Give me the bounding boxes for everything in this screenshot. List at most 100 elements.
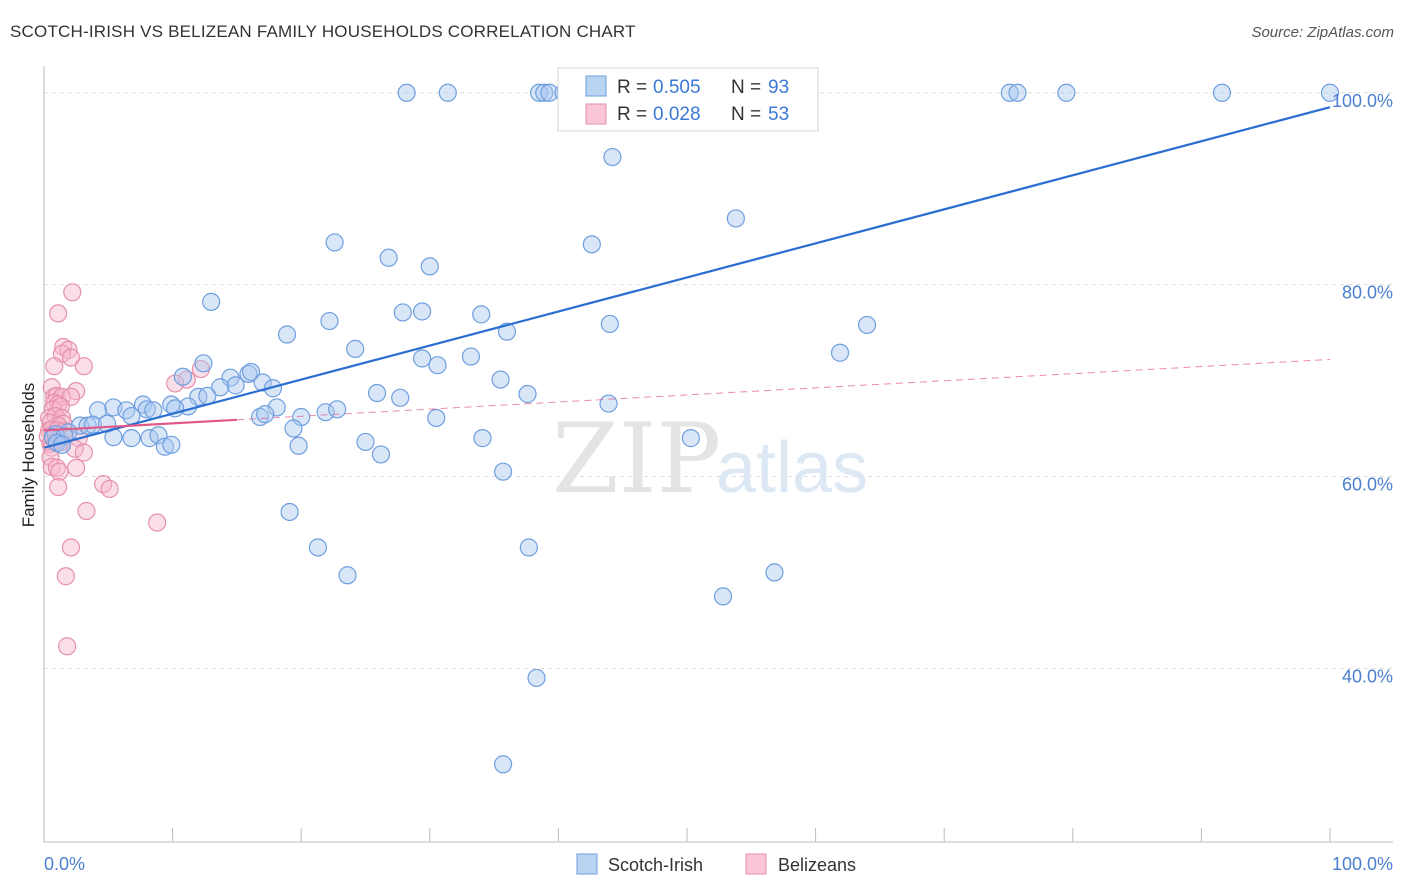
scotch-irish-point xyxy=(530,83,549,102)
scotch-irish-point xyxy=(857,315,877,335)
source-label: Source: ZipAtlas.com xyxy=(1251,24,1394,41)
y-tick-label-40: 40.0% xyxy=(1342,666,1393,686)
scotch-irish-point xyxy=(173,367,192,386)
scotch-irish-point xyxy=(412,302,432,321)
belizeans-trend-line xyxy=(43,418,237,432)
scotch-irish-point xyxy=(494,462,513,481)
scotch-irish-point xyxy=(226,376,245,395)
scotch-irish-point xyxy=(256,405,275,424)
bottom-legend-label-scotch-irish: Scotch-Irish xyxy=(608,855,703,875)
x-tick-label-max: 100.0% xyxy=(1332,854,1393,874)
scotch-irish-point xyxy=(338,566,357,585)
scotch-irish-point xyxy=(600,314,619,334)
scotch-irish-point xyxy=(472,305,491,324)
watermark: ZIP atlas xyxy=(552,403,868,515)
scotch-irish-point xyxy=(379,248,398,267)
scotch-irish-point xyxy=(765,563,784,582)
scotch-irish-point xyxy=(137,400,156,419)
scotch-irish-point xyxy=(211,378,230,397)
belizeans-point xyxy=(74,357,93,376)
scotch-irish-point xyxy=(117,401,136,420)
scotch-irish-point xyxy=(393,303,412,322)
x-tick-label-min: 0.0% xyxy=(44,854,85,874)
scotch-irish-point xyxy=(603,147,622,167)
y-tick-label-100: 100.0% xyxy=(1332,91,1393,111)
scotch-irish-point xyxy=(328,400,347,419)
scotch-irish-point xyxy=(194,354,213,373)
scotch-irish-point xyxy=(535,83,554,102)
scotch-irish-point xyxy=(1212,83,1232,102)
scotch-irish-points xyxy=(43,83,1340,774)
legend-r-label-2: R = xyxy=(617,104,647,125)
scotch-irish-point xyxy=(267,398,286,417)
scotch-irish-point xyxy=(320,311,339,331)
scotch-irish-point xyxy=(239,364,258,383)
watermark-zip: ZIP xyxy=(552,403,721,515)
belizeans-point xyxy=(50,462,69,481)
bottom-legend: Scotch-Irish Belizeans xyxy=(576,853,856,875)
legend-n-label-1: N = xyxy=(731,77,761,98)
y-tick-label-80: 80.0% xyxy=(1342,283,1393,303)
legend-n-value-2: 53 xyxy=(768,104,789,125)
scotch-irish-point xyxy=(325,233,344,252)
scotch-irish-point xyxy=(518,384,537,404)
scotch-irish-point xyxy=(473,429,492,448)
bottom-legend-swatch-blue xyxy=(576,853,598,875)
scotch-irish-point xyxy=(1008,83,1027,102)
scotch-irish-point xyxy=(527,668,546,688)
scotch-irish-point xyxy=(88,401,108,420)
scotch-irish-point xyxy=(1320,83,1340,102)
y-axis-title: Family Households xyxy=(19,383,38,528)
scotch-irish-point xyxy=(1000,83,1019,102)
scotch-irish-point xyxy=(420,257,439,276)
scotch-irish-point xyxy=(519,538,538,557)
scotch-irish-point xyxy=(356,432,375,452)
axes xyxy=(43,66,1393,843)
bottom-legend-label-belizeans: Belizeans xyxy=(778,855,856,875)
scotch-irish-point xyxy=(253,373,272,392)
belizeans-point xyxy=(67,458,86,477)
scotch-irish-point xyxy=(412,349,432,368)
legend-r-value-1: 0.505 xyxy=(653,77,701,98)
legend-swatch-blue xyxy=(585,75,607,97)
x-tick-labels: 0.0% 100.0% xyxy=(44,854,1393,874)
scotch-irish-point xyxy=(367,383,387,403)
belizeans-point xyxy=(61,348,81,367)
scotch-irish-point xyxy=(427,408,446,428)
belizeans-point xyxy=(51,397,70,416)
legend-n-label-2: N = xyxy=(731,104,761,125)
watermark-atlas: atlas xyxy=(716,428,868,508)
belizeans-trend-line-dashed xyxy=(236,358,1331,421)
scotch-irish-point xyxy=(391,388,410,407)
belizeans-point xyxy=(49,477,68,497)
belizeans-point xyxy=(49,304,68,323)
scotch-irish-point xyxy=(830,343,850,362)
scotch-irish-point xyxy=(277,325,297,344)
scotch-irish-point xyxy=(497,322,517,341)
scotch-irish-point xyxy=(494,755,513,774)
scotch-irish-point xyxy=(599,394,618,413)
scotch-irish-point xyxy=(280,502,299,522)
scotch-irish-point xyxy=(726,209,745,228)
scotch-irish-point xyxy=(155,437,174,456)
scotch-irish-trend-line xyxy=(43,106,1331,449)
legend-r-label-1: R = xyxy=(617,77,647,98)
scotch-irish-point xyxy=(346,339,365,358)
scotch-irish-point xyxy=(149,426,168,445)
scotch-irish-point xyxy=(438,83,457,102)
trend-lines xyxy=(43,106,1331,449)
belizeans-point xyxy=(74,443,93,462)
scotch-irish-point xyxy=(202,292,221,311)
scotch-irish-point xyxy=(316,403,335,422)
y-tick-label-60: 60.0% xyxy=(1342,474,1393,494)
scotch-irish-point xyxy=(491,370,510,389)
scotch-irish-point xyxy=(70,416,90,435)
belizeans-point xyxy=(61,538,81,557)
belizeans-point xyxy=(100,479,119,499)
scotch-irish-point xyxy=(582,235,601,254)
belizeans-point xyxy=(148,513,167,532)
legend-r-value-2: 0.028 xyxy=(653,104,701,125)
scotch-irish-point xyxy=(461,347,481,366)
bottom-legend-swatch-pink xyxy=(745,853,767,875)
